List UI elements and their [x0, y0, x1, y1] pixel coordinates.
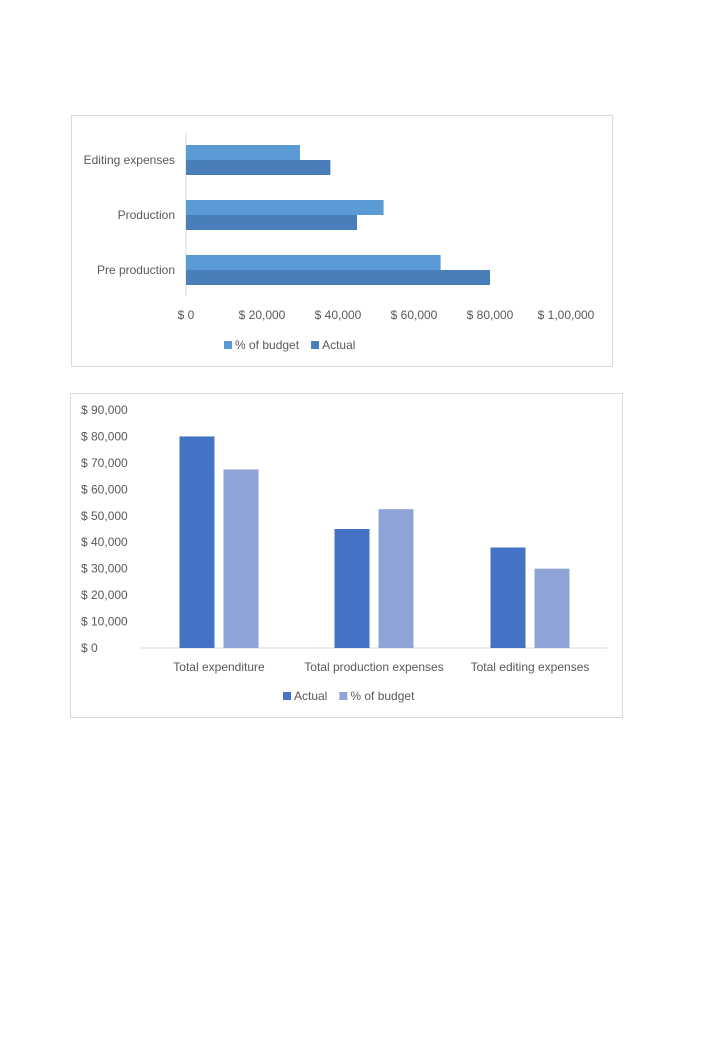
- x-tick-label: $ 40,000: [315, 308, 362, 322]
- x-tick-label: $ 1,00,000: [538, 308, 595, 322]
- bar-of-budget-pre-production: [186, 255, 441, 270]
- bar-actual-total-editing-expenses: [490, 547, 526, 648]
- y-tick-label: $ 60,000: [81, 482, 128, 496]
- category-label-editing-expenses: Editing expenses: [84, 153, 175, 167]
- y-tick-label: $ 0: [81, 641, 98, 655]
- category-label-total-editing-expenses: Total editing expenses: [471, 660, 590, 674]
- y-tick-label: $ 40,000: [81, 535, 128, 549]
- category-label-total-expenditure: Total expenditure: [173, 660, 265, 674]
- bar-of-budget-production: [186, 200, 384, 215]
- y-tick-label: $ 30,000: [81, 562, 128, 576]
- bar-actual-production: [186, 215, 357, 230]
- y-tick-label: $ 10,000: [81, 615, 128, 629]
- category-label-total-production-expenses: Total production expenses: [304, 660, 443, 674]
- x-tick-label: $ 60,000: [391, 308, 438, 322]
- legend-swatch-of-budget: [339, 692, 348, 700]
- legend-label-of-budget: % of budget: [350, 689, 415, 703]
- category-label-production: Production: [118, 208, 175, 222]
- horizontal-bar-chart: Editing expenses Production Pre production…: [71, 115, 613, 367]
- vertical-bar-chart: $ 0 $ 10,000 $ 20,000 $ 30,000 $ 40,000 $ 50,…: [70, 393, 623, 718]
- y-tick-label: $ 70,000: [81, 456, 128, 470]
- legend-label-of-budget: % of budget: [235, 338, 300, 352]
- bar-actual-total-expenditure: [179, 436, 215, 648]
- bar-of-budget-total-editing-expenses: [534, 568, 570, 648]
- bar-of-budget-total-expenditure: [223, 469, 259, 648]
- bar-actual-editing-expenses: [186, 160, 331, 175]
- horizontal-bar-chart-svg: Editing expenses Production Pre production…: [84, 133, 595, 352]
- legend-swatch-of-budget: [224, 341, 232, 349]
- x-tick-label: $ 20,000: [239, 308, 286, 322]
- x-tick-label: $ 80,000: [467, 308, 514, 322]
- legend-swatch-actual: [311, 341, 320, 349]
- legend-swatch-actual: [283, 692, 291, 700]
- category-label-pre-production: Pre production: [97, 263, 175, 277]
- legend-label-actual: Actual: [294, 689, 327, 703]
- vertical-bar-chart-svg: $ 0 $ 10,000 $ 20,000 $ 30,000 $ 40,000 $ 50,…: [81, 403, 607, 703]
- bar-of-budget-total-production-expenses: [378, 509, 414, 648]
- legend-label-actual: Actual: [322, 338, 355, 352]
- bar-actual-pre-production: [186, 270, 490, 285]
- bar-actual-total-production-expenses: [334, 529, 370, 648]
- y-tick-label: $ 50,000: [81, 509, 128, 523]
- y-tick-label: $ 90,000: [81, 403, 128, 417]
- y-tick-label: $ 80,000: [81, 429, 128, 443]
- y-tick-label: $ 20,000: [81, 588, 128, 602]
- x-tick-label: $ 0: [178, 308, 195, 322]
- bar-of-budget-editing-expenses: [186, 145, 300, 160]
